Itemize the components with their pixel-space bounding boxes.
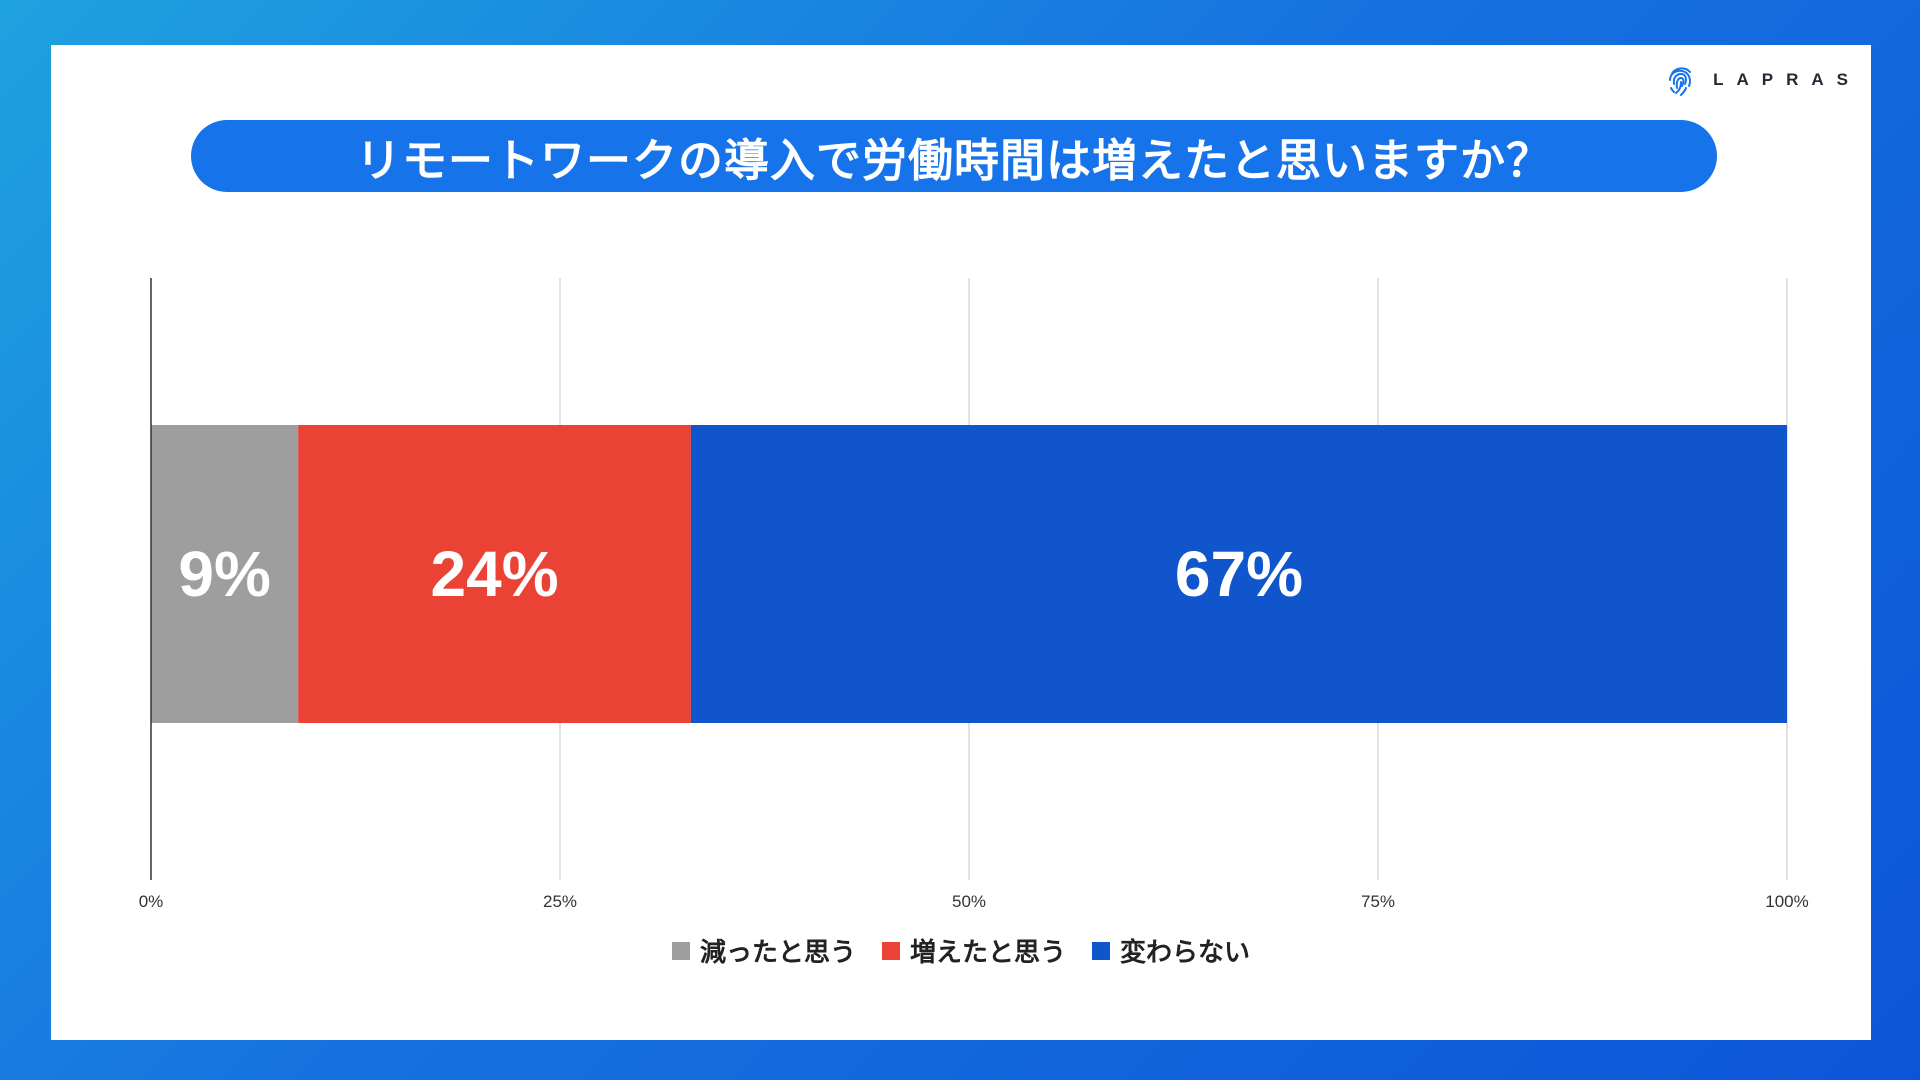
x-tick-label: 25% <box>543 892 577 911</box>
x-tick-label: 100% <box>1765 892 1808 911</box>
data-label: 9% <box>178 538 271 610</box>
brand-name: LAPRAS <box>1713 70 1861 89</box>
legend-label: 減ったと思う <box>699 938 856 968</box>
x-tick-label: 0% <box>139 892 164 911</box>
legend-item: 減ったと思う <box>671 932 856 969</box>
legend-label: 変わらない <box>1120 938 1251 968</box>
data-label: 24% <box>431 538 559 610</box>
chart-legend: 減ったと思う 増えたと思う 変わらない <box>51 932 1871 969</box>
legend-item: 増えたと思う <box>881 932 1066 969</box>
brand-logo: LAPRAS <box>1663 59 1861 101</box>
bar-segment <box>151 425 299 723</box>
legend-item: 変わらない <box>1092 932 1250 969</box>
title-banner: リモートワークの導入で労働時間は増えたと思いますか？ <box>191 120 1717 192</box>
bar-segment <box>298 425 691 723</box>
legend-label: 増えたと思う <box>909 938 1066 968</box>
legend-swatch <box>881 941 900 960</box>
legend-swatch <box>671 941 690 960</box>
fingerprint-icon <box>1669 67 1692 96</box>
stacked-bar-chart: 0% 25% 50% 75% 100% 9% 24% 67% <box>139 278 1809 911</box>
legend-swatch <box>1092 941 1110 960</box>
data-label: 67% <box>1175 538 1303 610</box>
bar-segment <box>690 425 1787 723</box>
x-tick-label: 50% <box>952 892 986 911</box>
chart-title: リモートワークの導入で労働時間は増えたと思いますか？ <box>355 133 1552 187</box>
x-tick-label: 75% <box>1361 892 1395 911</box>
chart-card: LAPRAS リモートワークの導入で労働時間は増えたと思いますか？ 0% 25% 5… <box>51 45 1871 1040</box>
